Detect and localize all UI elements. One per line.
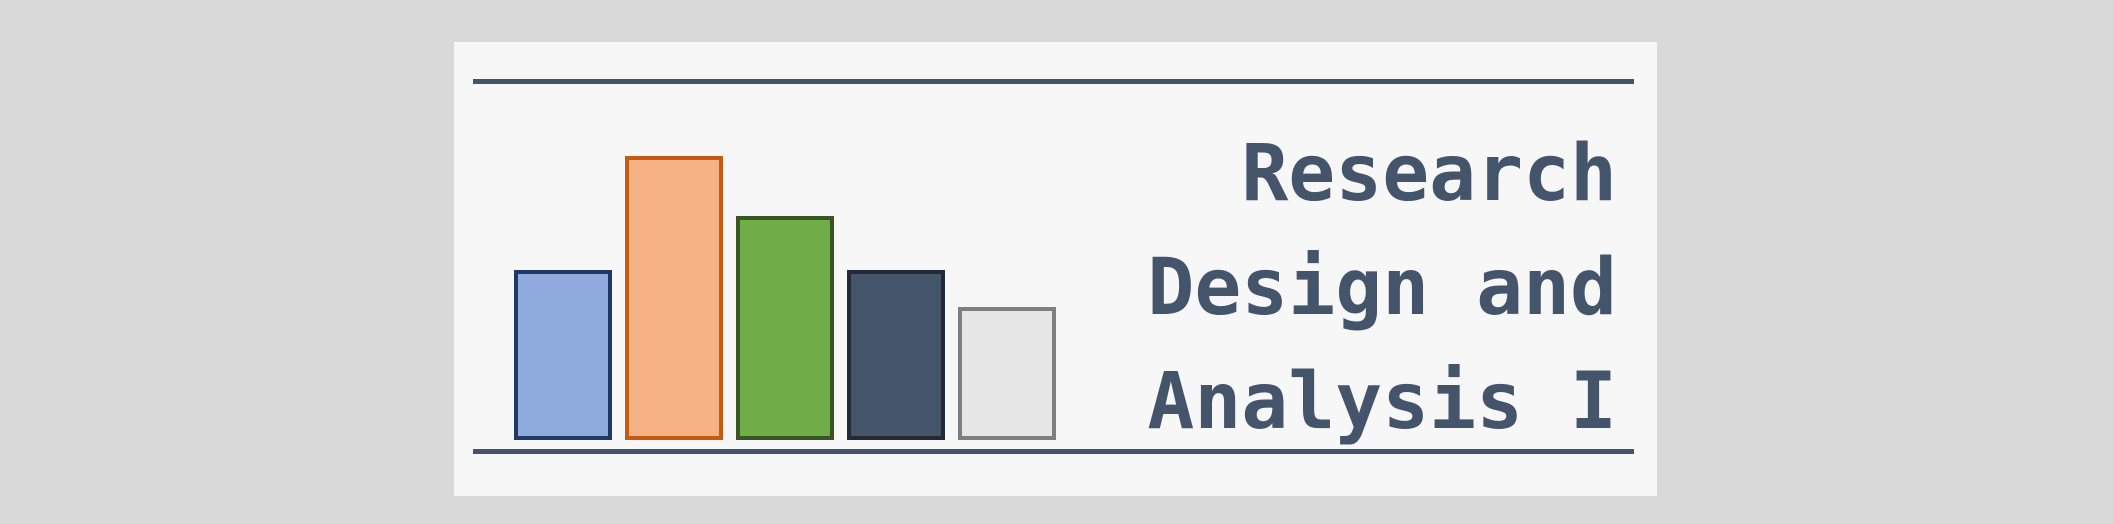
top-rule — [473, 79, 1634, 84]
title-line-3: Analysis I — [1147, 357, 1617, 447]
bar-4 — [847, 270, 945, 440]
course-title: Research Design and Analysis I — [1057, 117, 1617, 459]
bottom-rule — [473, 449, 1634, 454]
bar-1 — [514, 270, 612, 440]
bar-5 — [958, 307, 1056, 440]
bar-2 — [625, 156, 723, 440]
title-line-2: Design and — [1147, 243, 1617, 333]
title-line-1: Research — [1241, 129, 1617, 219]
bar-3 — [736, 216, 834, 440]
logo-card: Research Design and Analysis I — [454, 42, 1657, 496]
